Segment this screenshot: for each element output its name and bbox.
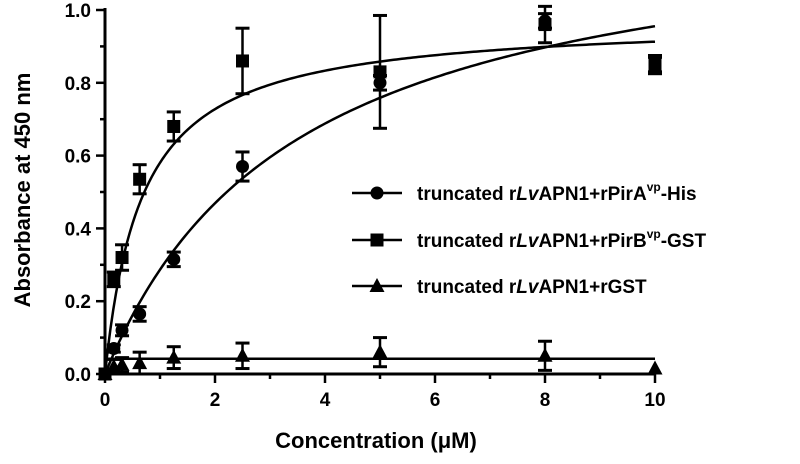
data-point-circle <box>167 252 181 266</box>
legend-entry-2: truncated rLvAPN1+rGST <box>352 277 647 298</box>
legend-label-part: -GST <box>661 231 707 252</box>
legend-label-italic: Lv <box>516 277 540 298</box>
data-point-triangle <box>166 349 182 364</box>
data-point-triangle <box>132 355 148 370</box>
legend-label-part: APN1+rGST <box>538 277 647 298</box>
legend-label: truncated rLvAPN1+rGST <box>417 277 647 298</box>
legend-marker-square <box>370 233 384 247</box>
legend-label-italic: Lv <box>516 231 540 252</box>
legend-label-superscript: vp <box>647 227 661 241</box>
legend-label-superscript: vp <box>647 180 661 194</box>
legend-label-part: -His <box>661 184 697 205</box>
y-axis-title: Absorbance at 450 nm <box>10 73 35 308</box>
legend-label-part: truncated r <box>417 184 517 205</box>
y-tick-label: 1.0 <box>65 1 91 22</box>
data-point-square <box>167 119 181 133</box>
data-point-circle <box>107 342 121 356</box>
series-1 <box>98 4 662 381</box>
legend-marker-triangle <box>369 278 385 292</box>
y-tick-label: 0.2 <box>65 292 91 313</box>
legend-marker-circle <box>370 186 384 200</box>
data-point-square <box>107 272 121 286</box>
legend-label-part: truncated r <box>417 231 517 252</box>
legend-label-part: APN1+rPirA <box>538 184 647 205</box>
data-point-triangle <box>537 347 553 362</box>
x-axis-title: Concentration (μM) <box>275 428 477 453</box>
data-point-square <box>538 18 552 32</box>
data-point-triangle <box>114 356 130 371</box>
data-point-triangle <box>647 360 663 375</box>
y-tick-label: 0.6 <box>65 147 91 168</box>
legend-label: truncated rLvAPN1+rPirBvp-GST <box>417 227 706 252</box>
legend-label-italic: Lv <box>516 184 540 205</box>
data-point-triangle <box>235 347 250 362</box>
data-point-triangle <box>372 344 388 359</box>
axes: 0 2 4 6 8 10 0.0 0.2 0.4 0.6 0.8 1.0 <box>65 1 666 411</box>
data-point-circle <box>133 307 147 321</box>
legend-label-part: APN1+rPirB <box>538 231 646 252</box>
data-point-circle <box>115 323 129 337</box>
legend-label: truncated rLvAPN1+rPirAvp-His <box>417 180 697 205</box>
data-point-square <box>133 172 147 186</box>
data-point-circle <box>236 160 249 174</box>
legend-entry-0: truncated rLvAPN1+rPirAvp-His <box>352 180 697 205</box>
y-tick-label: 0.4 <box>65 219 92 240</box>
plot-area <box>97 4 663 381</box>
legend-label-part: truncated r <box>417 277 517 298</box>
x-tick-label: 2 <box>210 390 221 411</box>
x-tick-label: 10 <box>644 390 665 411</box>
x-tick-label: 4 <box>320 390 331 411</box>
data-point-square <box>648 58 662 72</box>
y-tick-label: 0.0 <box>65 365 91 386</box>
data-point-square <box>373 65 387 79</box>
data-point-square <box>236 54 249 68</box>
legend-entry-1: truncated rLvAPN1+rPirBvp-GST <box>352 227 706 252</box>
x-tick-label: 8 <box>540 390 551 411</box>
y-tick-label: 0.8 <box>65 74 91 95</box>
data-point-square <box>115 251 129 265</box>
x-tick-label: 0 <box>100 390 111 411</box>
x-tick-label: 6 <box>430 390 441 411</box>
